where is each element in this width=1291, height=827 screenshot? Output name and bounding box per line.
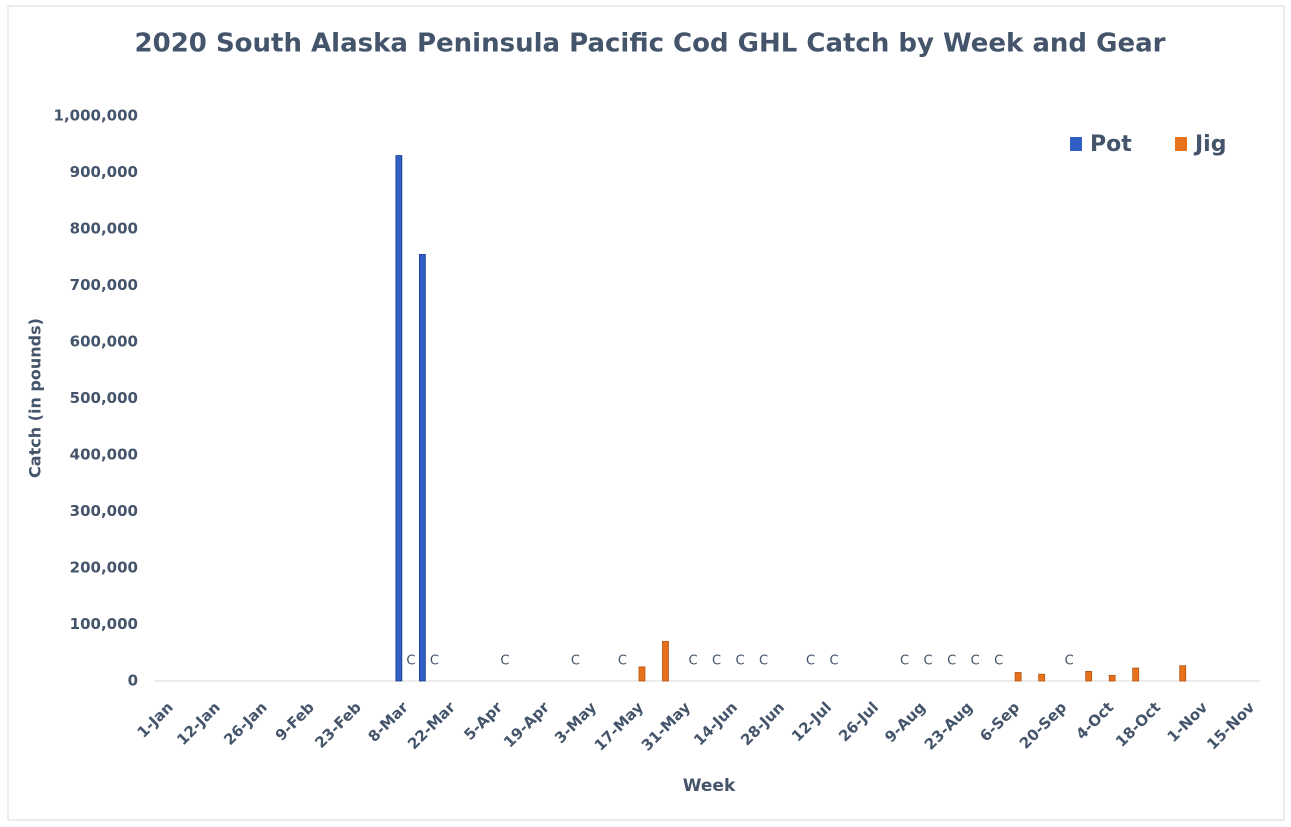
value-label: C: [1065, 654, 1074, 669]
y-tick-label: 500,000: [70, 389, 138, 407]
value-label: C: [618, 654, 627, 669]
y-tick-label: 600,000: [70, 333, 138, 351]
y-tick-label: 700,000: [70, 276, 138, 294]
bar: [1108, 674, 1116, 682]
y-tick-label: 1,000,000: [54, 107, 138, 125]
y-tick-label: 300,000: [70, 502, 138, 520]
value-label: C: [688, 654, 697, 669]
value-label: C: [571, 654, 580, 669]
value-label: C: [971, 654, 980, 669]
y-tick-label: 800,000: [70, 220, 138, 238]
legend-label: Pot: [1090, 132, 1132, 157]
value-label: C: [994, 654, 1003, 669]
value-label: C: [806, 654, 815, 669]
bar: [638, 666, 646, 682]
bar: [1038, 673, 1046, 682]
legend-swatch: [1175, 137, 1187, 151]
bar: [662, 641, 669, 682]
value-label: C: [406, 654, 415, 669]
bar: [1014, 672, 1022, 682]
bar: [418, 254, 426, 682]
value-label: C: [430, 654, 439, 669]
value-label: C: [924, 654, 933, 669]
chart-title: 2020 South Alaska Peninsula Pacific Cod …: [135, 29, 1166, 59]
y-tick-label: 200,000: [70, 559, 138, 577]
bar: [395, 155, 403, 682]
value-label: C: [759, 654, 768, 669]
value-label: C: [735, 654, 744, 669]
x-axis-label: Week: [683, 776, 736, 796]
legend-swatch: [1070, 137, 1082, 151]
y-tick-label: 100,000: [70, 615, 138, 633]
bar: [1179, 665, 1187, 682]
value-label: C: [500, 654, 509, 669]
value-label: C: [830, 654, 839, 669]
chart-border: [7, 5, 1285, 821]
value-label: C: [947, 654, 956, 669]
y-tick-label: 0: [128, 672, 138, 690]
y-axis-label: Catch (in pounds): [26, 318, 45, 478]
y-tick-label: 400,000: [70, 446, 138, 464]
bar: [1085, 670, 1093, 682]
y-tick-label: 900,000: [70, 163, 138, 181]
bar: [1132, 667, 1140, 682]
value-label: C: [900, 654, 909, 669]
legend-label: Jig: [1193, 132, 1226, 157]
value-label: C: [712, 654, 721, 669]
